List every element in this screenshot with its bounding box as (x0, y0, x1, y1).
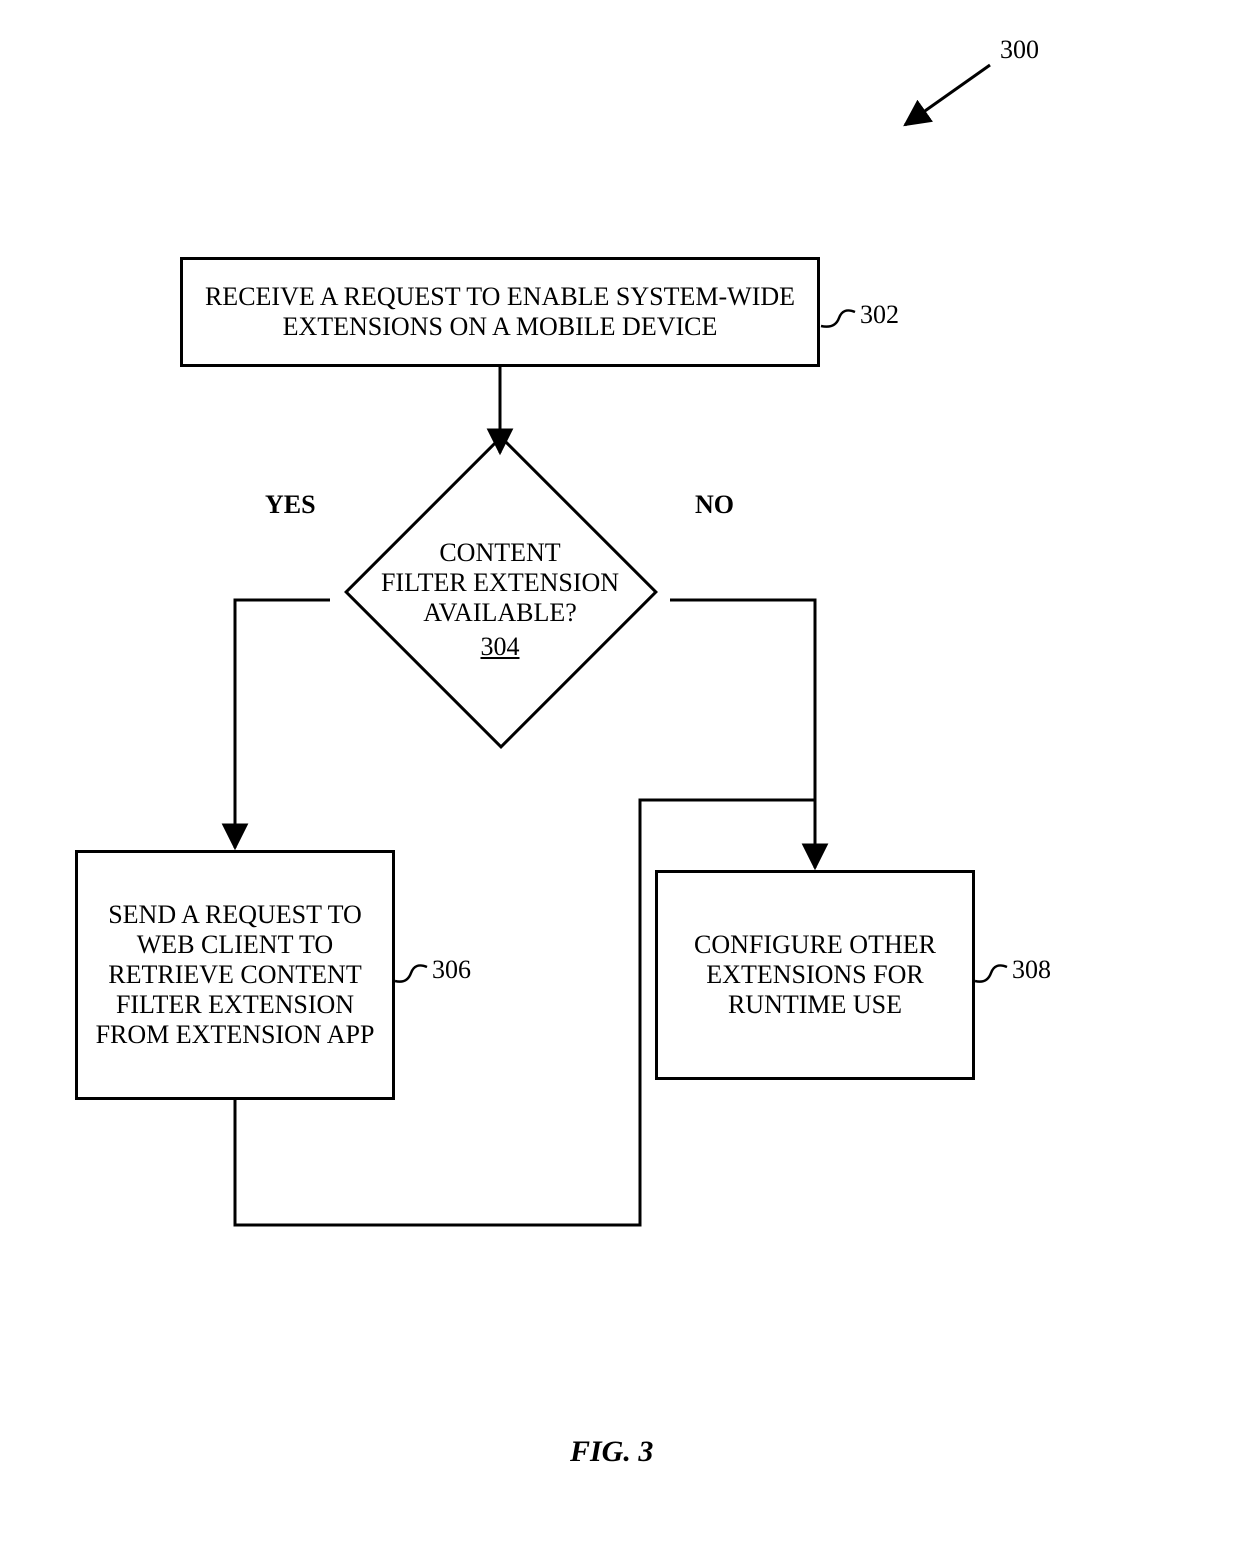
node-304-label: 304 (481, 632, 520, 662)
node-306-label: 306 (432, 955, 471, 985)
node-306: SEND A REQUEST TO WEB CLIENT TO RETRIEVE… (75, 850, 395, 1100)
figure-ref-label: 300 (1000, 35, 1039, 65)
node-304: CONTENT FILTER EXTENSION AVAILABLE? 304 (330, 455, 670, 745)
branch-yes-label: YES (265, 490, 316, 520)
node-306-line4: FILTER EXTENSION (96, 990, 375, 1020)
node-308: CONFIGURE OTHER EXTENSIONS FOR RUNTIME U… (655, 870, 975, 1080)
node-308-line2: EXTENSIONS FOR (694, 960, 936, 990)
node-308-line3: RUNTIME USE (694, 990, 936, 1020)
figure-caption: FIG. 3 (570, 1435, 653, 1469)
node-306-line1: SEND A REQUEST TO (96, 900, 375, 930)
node-304-line3: AVAILABLE? (423, 598, 577, 628)
connectors-layer (0, 0, 1240, 1559)
node-306-line5: FROM EXTENSION APP (96, 1020, 375, 1050)
node-306-line3: RETRIEVE CONTENT (96, 960, 375, 990)
branch-no-label: NO (695, 490, 734, 520)
node-302: RECEIVE A REQUEST TO ENABLE SYSTEM-WIDE … (180, 257, 820, 367)
node-306-line2: WEB CLIENT TO (96, 930, 375, 960)
node-302-label: 302 (860, 300, 899, 330)
node-302-line2: EXTENSIONS ON A MOBILE DEVICE (205, 312, 795, 342)
node-308-line1: CONFIGURE OTHER (694, 930, 936, 960)
node-304-line2: FILTER EXTENSION (381, 568, 619, 598)
node-302-line1: RECEIVE A REQUEST TO ENABLE SYSTEM-WIDE (205, 282, 795, 312)
node-308-label: 308 (1012, 955, 1051, 985)
figure-canvas: 300 RECEIVE A REQUEST TO ENABLE SYSTEM-W… (0, 0, 1240, 1559)
node-304-line1: CONTENT (439, 538, 560, 568)
